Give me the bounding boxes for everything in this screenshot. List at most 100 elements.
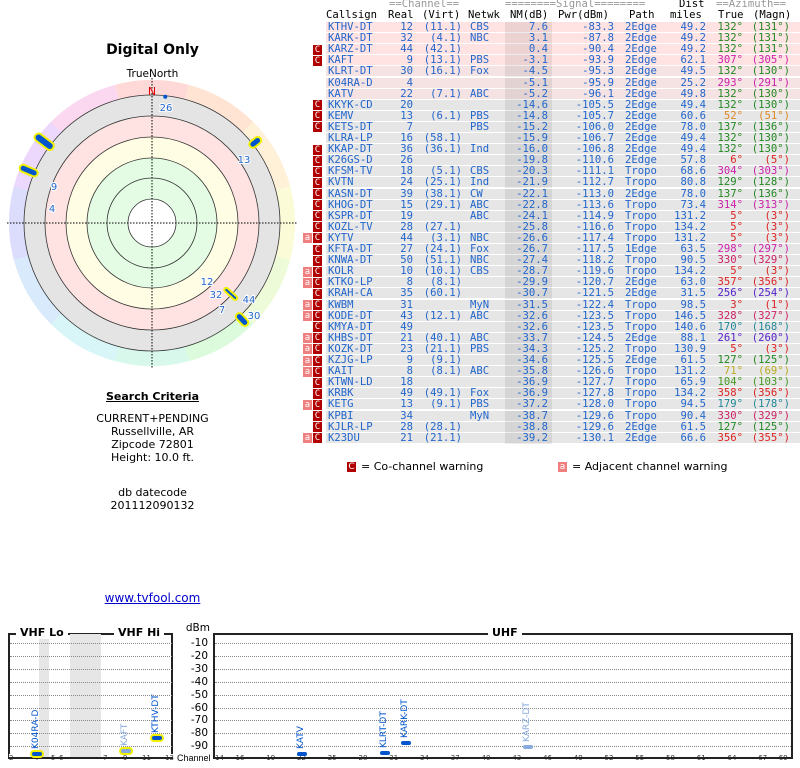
cell-real: 26 [400,154,413,167]
table-row[interactable]: KRAH-CA 35 (60.1) -30.7 -121.5 2Edge 31.5 256° (… [326,287,800,300]
cell-callsign: KKYK-CD [328,98,373,111]
table-row[interactable]: KTKO-LP 8 (8.1) -29.9 -120.7 2Edge 63.0 357° (35… [326,277,800,289]
cell-magn: (260°) [751,331,790,344]
cell-true: 127° [717,420,743,433]
adjacent-channel-warning-icon: a [303,311,312,322]
cell-netwk: Fox [470,243,490,255]
nm-column-shade [505,299,552,311]
cell-pwr: -125.2 [575,342,614,355]
cell-true: 52° [723,109,743,122]
table-row[interactable]: KVTN 24 (25.1) Ind -21.9 -112.7 Tropo 80.8 129° (… [326,177,800,189]
cell-miles: 61.5 [680,354,706,366]
table-row[interactable]: KFTA-DT 27 (24.1) Fox -26.7 -117.5 1Edge 63.5 29… [326,244,800,255]
table-row[interactable]: KMYA-DT 49 -32.6 -123.5 Tropo 140.6 170° (168°) [326,320,800,333]
dbm-tick: -20 [190,649,208,662]
cell-magn: (125°) [751,354,790,366]
cell-real: 49 [400,320,413,333]
cell-path: 2Edge [625,98,657,111]
table-row[interactable]: KZJG-LP 9 (9.1) -34.6 -125.5 2Edge 61.5 127° (12… [326,355,800,366]
section-vhf-lo: VHF Lo [16,626,68,639]
adjacent-channel-warning-icon: a [303,355,312,366]
station-label: KTHV-DT [151,693,161,733]
table-row[interactable]: KHBS-DT 21 (40.1) ABC -33.7 -124.5 2Edge 88.1 26… [326,331,800,344]
table-row[interactable]: KODE-DT 43 (12.1) ABC -32.6 -123.5 Tropo 146.5 3… [326,310,800,322]
cell-virt: (51.1) [423,254,462,267]
table-row[interactable]: KWBM 31 MyN -31.5 -122.4 Tropo 98.5 3° (1°) [326,298,800,311]
cell-nm: -14.6 [516,98,548,111]
table-row[interactable]: K26GS-D 26 -19.8 -110.6 2Edge 57.8 6° (5°) [326,154,800,167]
dbm-tick: -70 [190,714,208,727]
tvfool-link[interactable]: www.tvfool.com [104,591,201,605]
table-row[interactable]: KATV 22 (7.1) ABC -5.2 -96.1 2Edge 49.8 132° (130… [326,88,800,100]
table-row[interactable]: KEMV 13 (6.1) PBS -14.8 -105.7 2Edge 60.6 52° (51… [326,109,800,122]
cell-miles: 98.5 [680,298,706,311]
cell-real: 13 [400,109,413,122]
table-row[interactable]: KOZK-DT 23 (21.1) PBS -34.3 -125.2 Tropo 130.9 5… [326,344,800,355]
nm-column-shade [505,110,552,122]
table-row[interactable]: KAFT 9 (13.1) PBS -3.1 -93.9 2Edge 62.1 307° (305… [326,55,800,67]
table-row[interactable]: KHOG-DT 15 (29.1) ABC -22.8 -113.6 Tropo 73.4 31… [326,198,800,211]
cell-callsign: KKAP-DT [328,143,373,156]
table-row[interactable]: KYTV 44 (3.1) NBC -26.6 -117.4 Tropo 131.2 5° (3°… [326,233,800,244]
uhf-channel-axis [213,757,793,759]
co-channel-legend: = Co-channel warning [361,460,484,473]
cell-path: 2Edge [625,420,657,433]
table-row[interactable]: KTHV-DT 12 (11.1) CBS 7.6 -83.3 2Edge 49.2 132° (… [326,22,800,33]
table-row[interactable]: KJLR-LP 28 (28.1) -38.8 -129.6 2Edge 61.5 127° (… [326,420,800,433]
table-row[interactable]: KNWA-DT 50 (51.1) NBC -27.4 -118.2 Tropo 90.5 33… [326,254,800,267]
cell-pwr: -129.6 [575,420,614,433]
nm-column-shade [505,366,552,378]
table-row[interactable]: KAIT 8 (8.1) ABC -35.8 -126.6 Tropo 131.2 71° (69… [326,366,800,378]
table-row[interactable]: KETS-DT 7 PBS -15.2 -106.0 2Edge 78.0 137° (136°… [326,122,800,133]
cell-callsign: K04RA-D [328,76,373,89]
table-row[interactable]: KARK-DT 32 (4.1) NBC 3.1 -87.8 2Edge 49.2 132° (1… [326,32,800,45]
table-row[interactable]: KSPR-DT 19 ABC -24.1 -114.9 Tropo 131.2 5° (3°) [326,209,800,222]
table-row[interactable]: KLRT-DT 30 (16.1) Fox -4.5 -95.3 2Edge 49.5 132°… [326,65,800,78]
cell-nm: -20.3 [516,165,548,178]
table-row[interactable]: KPBI 34 MyN -38.7 -129.6 Tropo 90.4 330° (329°) [326,410,800,422]
col-path: Path [629,9,655,21]
cell-miles: 49.2 [680,32,706,45]
cell-magn: (125°) [751,420,790,433]
cell-callsign: KEMV [328,109,354,122]
table-row[interactable]: KKAP-DT 36 (36.1) Ind -16.0 -106.8 2Edge 49.4 13… [326,143,800,156]
cell-virt: (29.1) [423,198,462,211]
cell-virt: (24.1) [423,243,462,255]
table-row[interactable]: KARZ-DT 44 (42.1) 0.4 -90.4 2Edge 49.2 132° (131… [326,44,800,56]
adjacent-channel-warning-icon: a [303,300,312,310]
cell-magn: (297°) [751,243,790,255]
cell-virt: (40.1) [423,331,462,344]
table-row[interactable]: KOZL-TV 28 (27.1) -25.8 -116.6 Tropo 134.2 5° (3… [326,221,800,233]
cell-nm: -30.7 [516,287,548,300]
table-row[interactable]: K23DU 21 (21.1) -39.2 -130.1 2Edge 66.6 356° (35… [326,432,800,444]
header-azimuth-group: ==Azimuth== [716,0,787,10]
gridline [10,746,172,748]
station-label: KARZ-DT [522,701,532,742]
table-row[interactable]: KFSM-TV 18 (5.1) CBS -20.3 -111.1 Tropo 68.6 304… [326,165,800,178]
cell-nm: -4.5 [522,65,548,78]
signal-bar [297,752,307,757]
table-row[interactable]: KRBK 49 (49.1) Fox -36.9 -127.8 Tropo 134.2 358°… [326,388,800,400]
cell-path: Tropo [625,320,657,333]
table-row[interactable]: KETG 13 (9.1) PBS -37.2 -128.0 Tropo 94.5 179° (1… [326,398,800,411]
cell-magn: (329°) [751,254,790,267]
cell-magn: (103°) [751,376,790,389]
table-row[interactable]: K04RA-D 4 -5.1 -95.9 2Edge 25.2 293° (291°) [326,76,800,89]
cell-real: 13 [400,398,413,411]
table-row[interactable]: KASN-DT 39 (38.1) CW -22.1 -113.0 2Edge 78.0 137… [326,188,800,200]
cell-magn: (3°) [764,265,790,278]
cell-netwk: ABC [470,209,490,222]
co-channel-warning-icon: C [313,166,322,177]
cell-path: 2Edge [625,21,657,33]
cell-miles: 131.2 [674,231,706,244]
adjacent-channel-warning-icon: a [303,366,312,377]
cell-true: 132° [717,98,743,111]
header-channel-group: ==Channel== [389,0,460,10]
nm-column-shade [505,221,552,233]
table-row[interactable]: KLRA-LP 16 (58.1) -15.9 -106.7 2Edge 49.4 132° (… [326,133,800,144]
table-row[interactable]: KTWN-LD 18 -36.9 -127.7 Tropo 65.9 104° (103°) [326,376,800,389]
nm-column-shade [505,244,552,255]
table-row[interactable]: KKYK-CD 20 -14.6 -105.5 2Edge 49.4 132° (130°) [326,98,800,111]
cell-magn: (313°) [751,198,790,211]
table-row[interactable]: KOLR 10 (10.1) CBS -28.7 -119.6 Tropo 134.2 5° (3… [326,265,800,278]
